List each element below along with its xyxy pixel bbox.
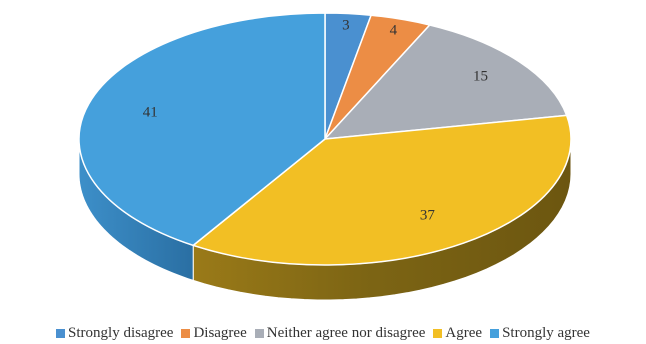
data-label-strongly-disagree: 3 bbox=[342, 18, 350, 34]
legend-item-neither: Neither agree nor disagree bbox=[254, 324, 426, 342]
data-label-neither: 15 bbox=[473, 69, 488, 85]
legend-item-strongly-agree: Strongly agree bbox=[490, 325, 590, 342]
legend-swatch-agree bbox=[433, 328, 443, 338]
pie-slice-strongly-agree bbox=[78, 12, 326, 247]
pie-label-layer: 3 4 15 37 41 bbox=[143, 18, 488, 224]
legend-label-agree: Agree bbox=[445, 324, 483, 341]
legend-label-strongly-disagree: Strongly disagree bbox=[68, 324, 174, 341]
data-label-disagree: 4 bbox=[390, 23, 398, 39]
pie-slice-agree bbox=[192, 114, 572, 266]
data-label-strongly-agree: 41 bbox=[143, 104, 158, 120]
legend-swatch-strongly-agree bbox=[490, 328, 500, 338]
legend-label-strongly-agree: Strongly agree bbox=[502, 324, 590, 341]
legend-item-agree: Agree bbox=[433, 325, 482, 342]
legend-label-neither: Neither agree nor disagree bbox=[266, 324, 426, 341]
legend-label-disagree: Disagree bbox=[193, 324, 247, 341]
pie-slice-neither bbox=[324, 24, 568, 140]
legend-swatch-disagree bbox=[181, 328, 191, 338]
legend-swatch-neither bbox=[254, 328, 264, 338]
legend-item-disagree: Disagree bbox=[181, 324, 247, 342]
data-label-agree: 37 bbox=[420, 208, 436, 224]
legend-item-strongly-disagree: Strongly disagree bbox=[56, 325, 173, 342]
legend: Strongly disagree Disagree Neither agree… bbox=[0, 323, 646, 343]
pie-top-layer bbox=[78, 12, 572, 266]
legend-swatch-strongly-disagree bbox=[56, 328, 66, 338]
